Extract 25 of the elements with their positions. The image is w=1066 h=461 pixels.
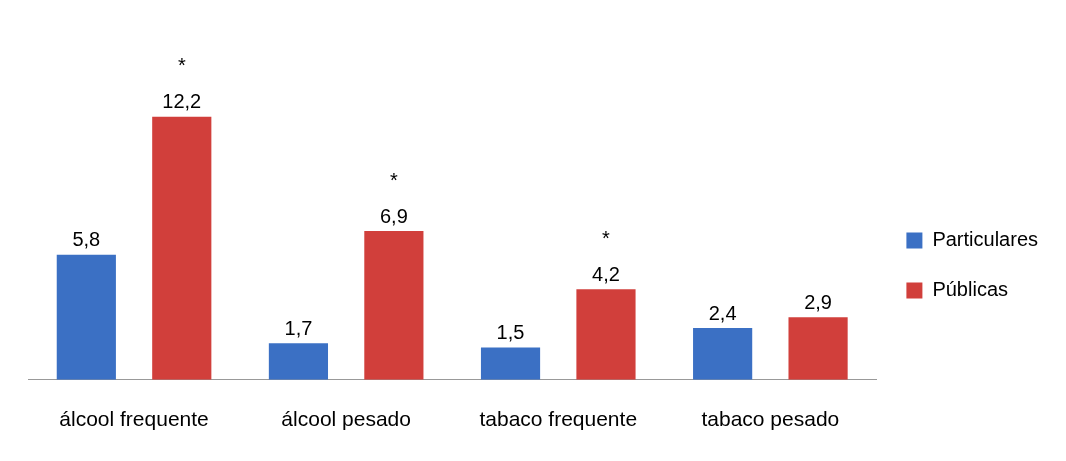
data-label: 2,9 (804, 290, 832, 313)
bar (576, 289, 636, 380)
bar (152, 116, 212, 380)
annotation: * (389, 168, 398, 191)
bar (480, 347, 541, 380)
x-tick-label: álcool pesado (281, 407, 411, 431)
x-tick-label: tabaco pesado (701, 407, 840, 431)
bar (693, 328, 753, 380)
data-label: 6,9 (379, 204, 408, 227)
legend-label: Particulares (932, 228, 1039, 251)
data-label: 1,7 (284, 316, 313, 339)
bar (364, 231, 424, 380)
bar (268, 343, 329, 380)
x-tick-label: tabaco frequente (479, 407, 638, 431)
data-label: 12,2 (162, 90, 202, 113)
data-label: 2,4 (708, 301, 737, 324)
x-tick-label: álcool frequente (59, 407, 209, 431)
bar (788, 317, 848, 380)
data-label: 1,5 (496, 320, 525, 343)
data-label: 4,2 (592, 262, 620, 285)
data-label: 5,8 (72, 228, 101, 251)
text: * (177, 54, 186, 77)
annotation: * (602, 226, 611, 249)
legend-label: Públicas (932, 278, 1009, 301)
bar (56, 254, 116, 380)
